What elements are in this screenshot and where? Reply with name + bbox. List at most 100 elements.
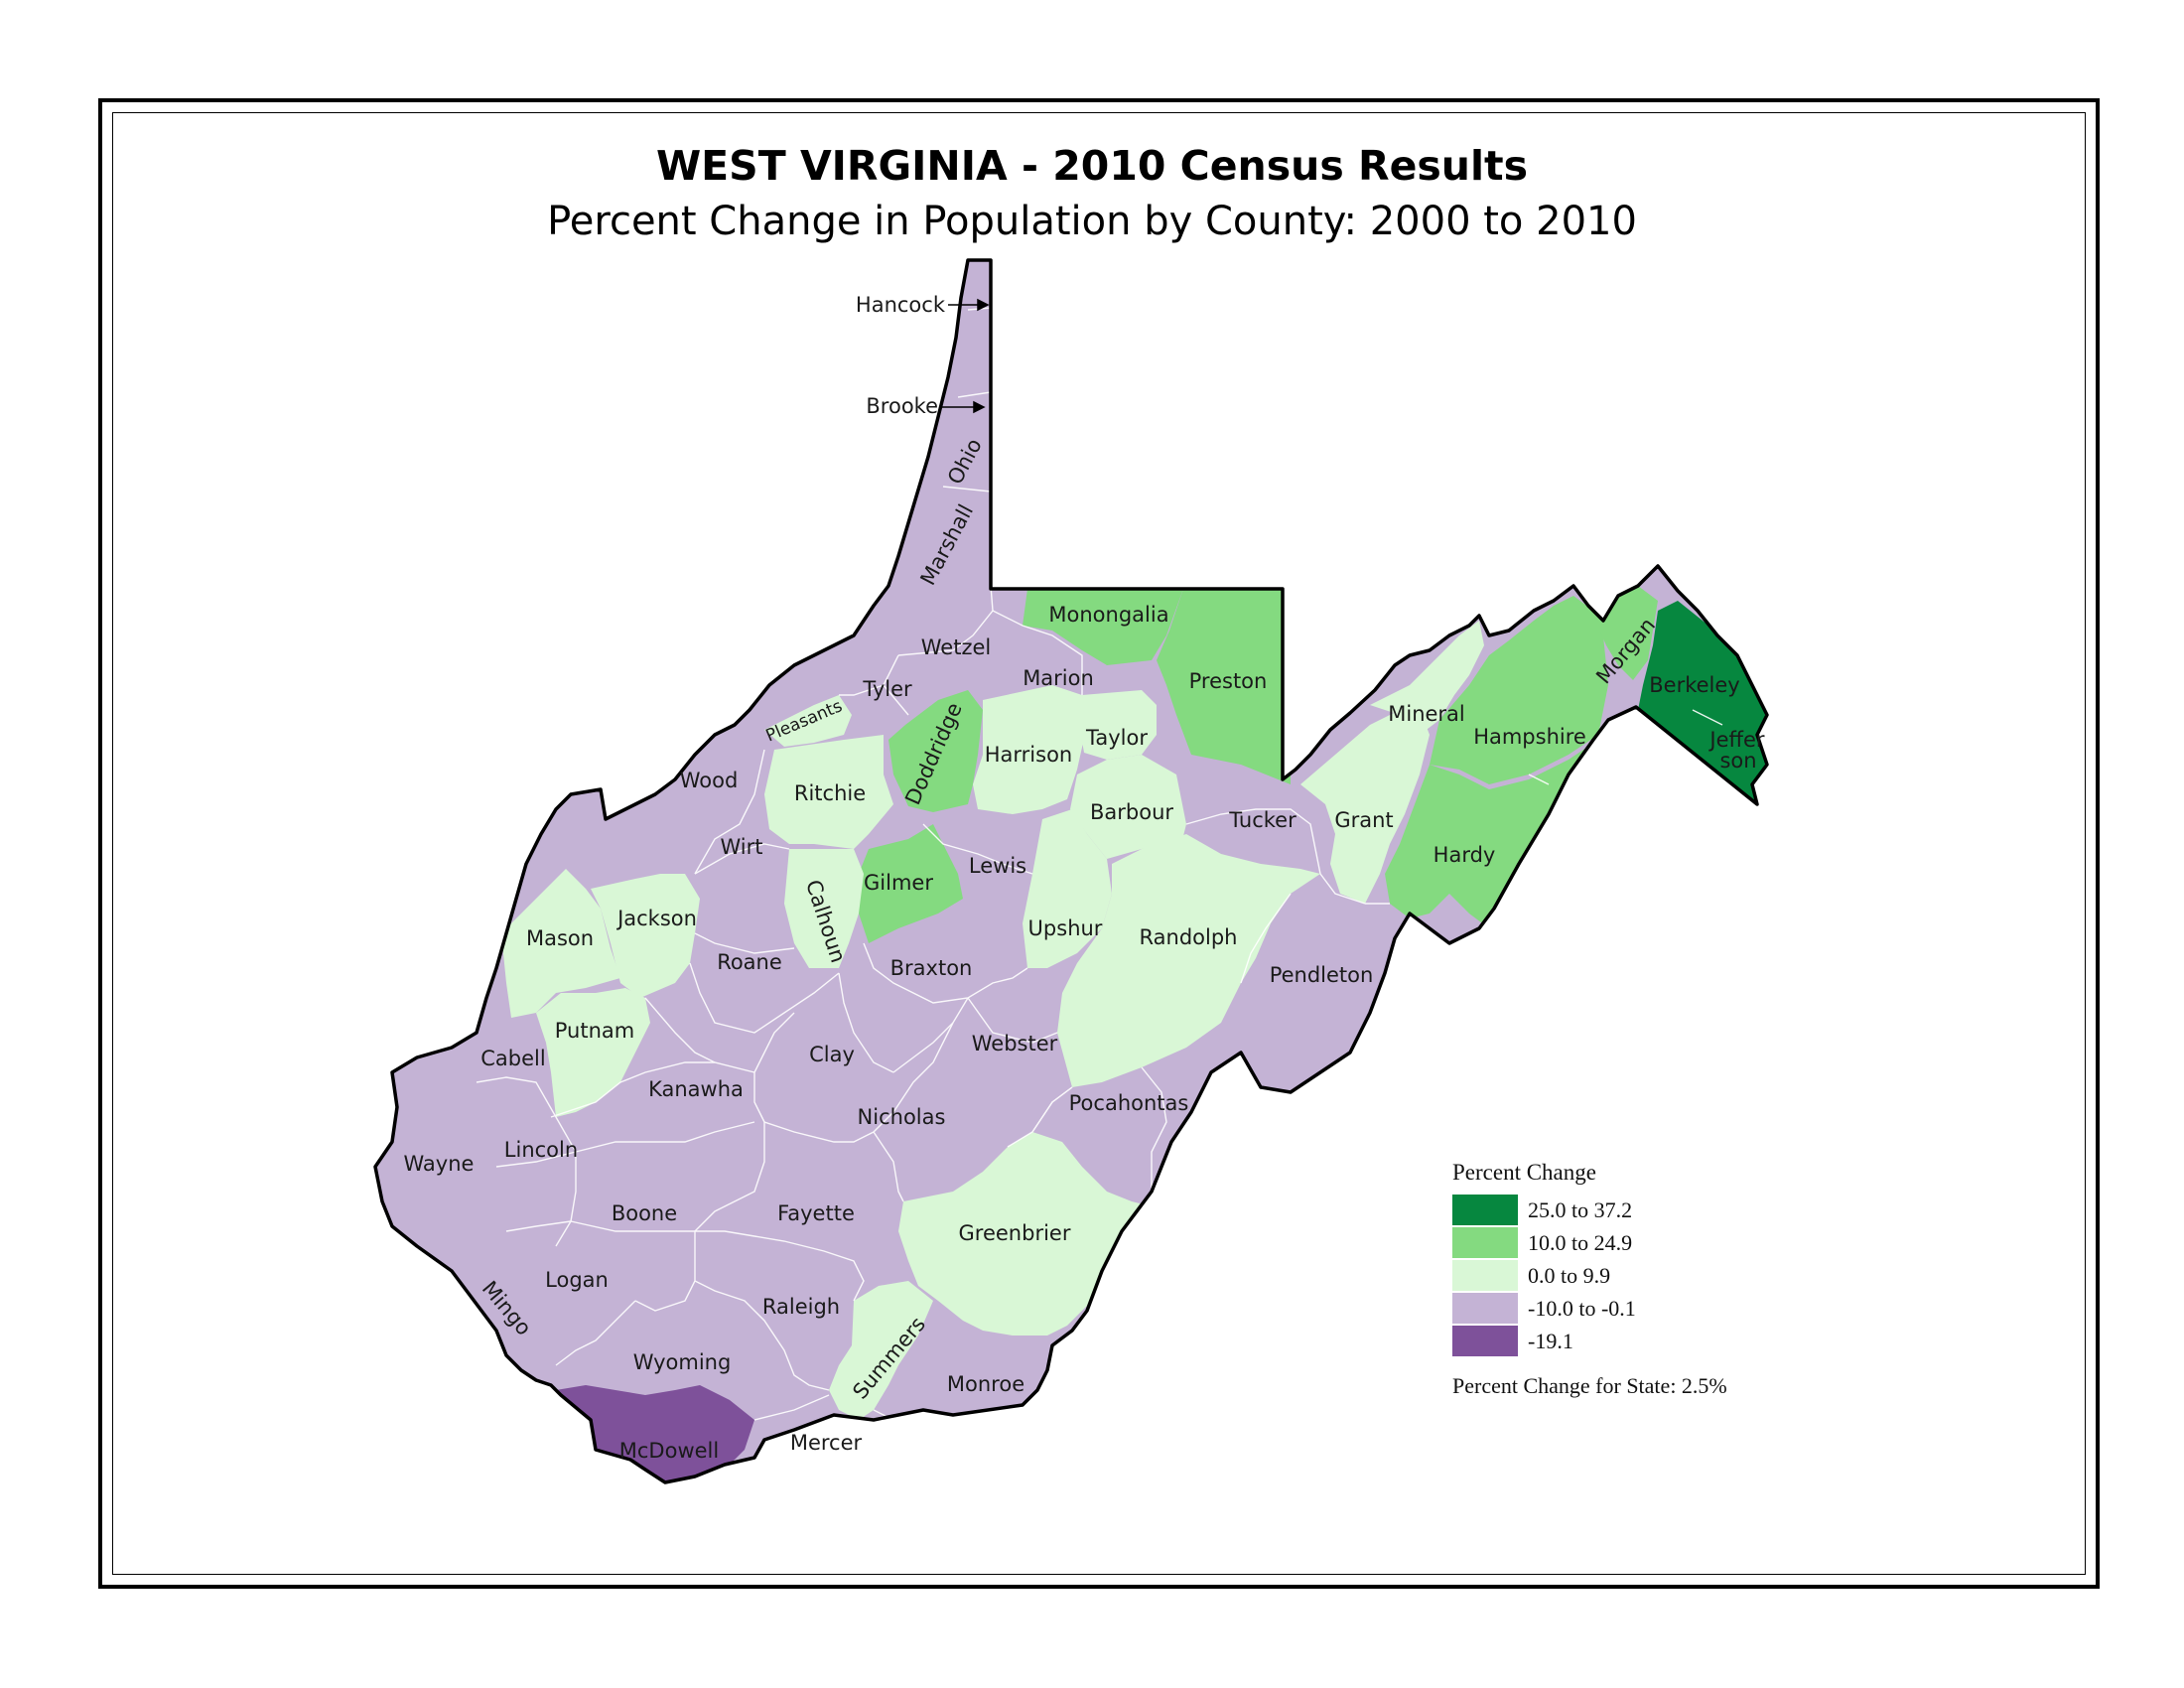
label-wood: Wood [680,769,739,792]
label-monongalia: Monongalia [1048,603,1168,627]
label-logan: Logan [545,1268,609,1292]
hancock-arrow-head [977,298,990,312]
map-subtitle: Percent Change in Population by County: … [547,199,1637,244]
label-jefferson-1: Jeffer [1707,728,1765,752]
label-boone: Boone [612,1201,677,1225]
county-calhoun [784,849,864,968]
label-lincoln: Lincoln [504,1138,578,1162]
legend-row: -19.1 [1452,1325,1869,1357]
legend-title: Percent Change [1452,1160,1596,1185]
county-border [555,1300,636,1366]
map-inner-frame [112,112,2086,1575]
label-clay: Clay [809,1043,855,1066]
county-border [1319,873,1366,905]
label-mcdowell: McDowell [619,1439,719,1463]
county-border [1185,808,1321,875]
county-summers [829,1281,933,1420]
label-greenbrier: Greenbrier [959,1221,1071,1245]
county-border [967,997,1058,1044]
county-border [694,1280,830,1391]
label-lewis: Lewis [969,854,1026,878]
label-tyler: Tyler [862,677,912,701]
legend-swatch [1452,1326,1518,1356]
label-cabell: Cabell [480,1047,545,1070]
county-border [1031,1086,1073,1133]
legend-row: -10.0 to -0.1 [1452,1292,1869,1325]
county-border [1528,774,1550,785]
legend: Percent Change 25.0 to 37.2 10.0 to 24.9… [1452,1160,1869,1399]
county-border [694,749,765,875]
label-wetzel: Wetzel [921,635,991,659]
county-border [922,823,1033,875]
map-title: WEST VIRGINIA - 2010 Census Results [655,142,1529,190]
county-ritchie [764,735,893,849]
label-gilmer: Gilmer [864,871,933,895]
legend-label: 0.0 to 9.9 [1528,1262,1611,1288]
county-mineral [1370,621,1484,735]
county-border [689,962,840,1034]
label-jefferson-2: son [1719,749,1756,773]
county-border [695,1230,865,1302]
label-wyoming: Wyoming [633,1350,732,1374]
county-border [838,972,894,1073]
label-randolph: Randolph [1140,925,1238,949]
county-border [505,1220,572,1232]
legend-label: 10.0 to 24.9 [1528,1229,1633,1255]
label-harrison: Harrison [985,743,1073,767]
label-hancock: Hancock [856,293,946,317]
label-mineral: Mineral [1388,702,1465,726]
county-border [892,997,969,1073]
county-border [839,654,899,696]
county-greenbrier [898,1132,1152,1336]
county-border [942,486,992,492]
county-border [634,1231,696,1312]
label-kanawha: Kanawha [648,1077,744,1101]
county-border [644,997,716,1063]
county-border [992,610,1083,695]
label-mason: Mason [526,926,594,950]
county-gilmer [859,824,963,943]
county-border [1141,1066,1167,1206]
county-monongalia [1023,589,1183,665]
county-mcdowell [556,1385,754,1482]
county-border [694,1122,765,1232]
legend-state-change: Percent Change for State: 2.5% [1452,1373,1727,1398]
legend-swatch [1452,1195,1518,1225]
county-putnam [536,988,650,1117]
county-hardy [1385,740,1598,928]
label-nicholas: Nicholas [858,1105,946,1129]
label-barbour: Barbour [1090,800,1173,824]
label-marion: Marion [1023,666,1094,690]
label-hardy: Hardy [1433,843,1496,867]
legend-row: 10.0 to 24.9 [1452,1226,1869,1259]
county-border [873,1131,904,1202]
legend-row: 25.0 to 37.2 [1452,1194,1869,1226]
label-taylor: Taylor [1085,726,1148,750]
label-upshur: Upshur [1028,916,1103,940]
county-doddridge [888,690,983,812]
legend-swatch [1452,1260,1518,1291]
label-wirt: Wirt [720,835,762,859]
legend-label: 25.0 to 37.2 [1528,1196,1633,1222]
label-monroe: Monroe [947,1372,1024,1396]
label-ritchie: Ritchie [794,781,866,805]
brooke-arrow-head [973,400,986,414]
county-border [694,932,795,954]
county-preston [1157,589,1291,784]
county-border [694,843,790,875]
county-berkeley-jefferson [1638,601,1767,809]
label-grant: Grant [1334,808,1393,832]
county-border [550,1061,755,1118]
county-barbour [1070,755,1186,859]
county-hampshire [1430,596,1608,784]
label-braxton: Braxton [890,956,973,980]
county-border [1692,709,1723,726]
county-border [575,1121,755,1153]
label-hampshire: Hampshire [1473,725,1586,749]
legend-label: -19.1 [1528,1328,1573,1353]
county-harrison [973,685,1087,814]
county-border [1240,893,1292,984]
county-border [476,1076,577,1247]
label-pocahontas: Pocahontas [1069,1091,1189,1115]
